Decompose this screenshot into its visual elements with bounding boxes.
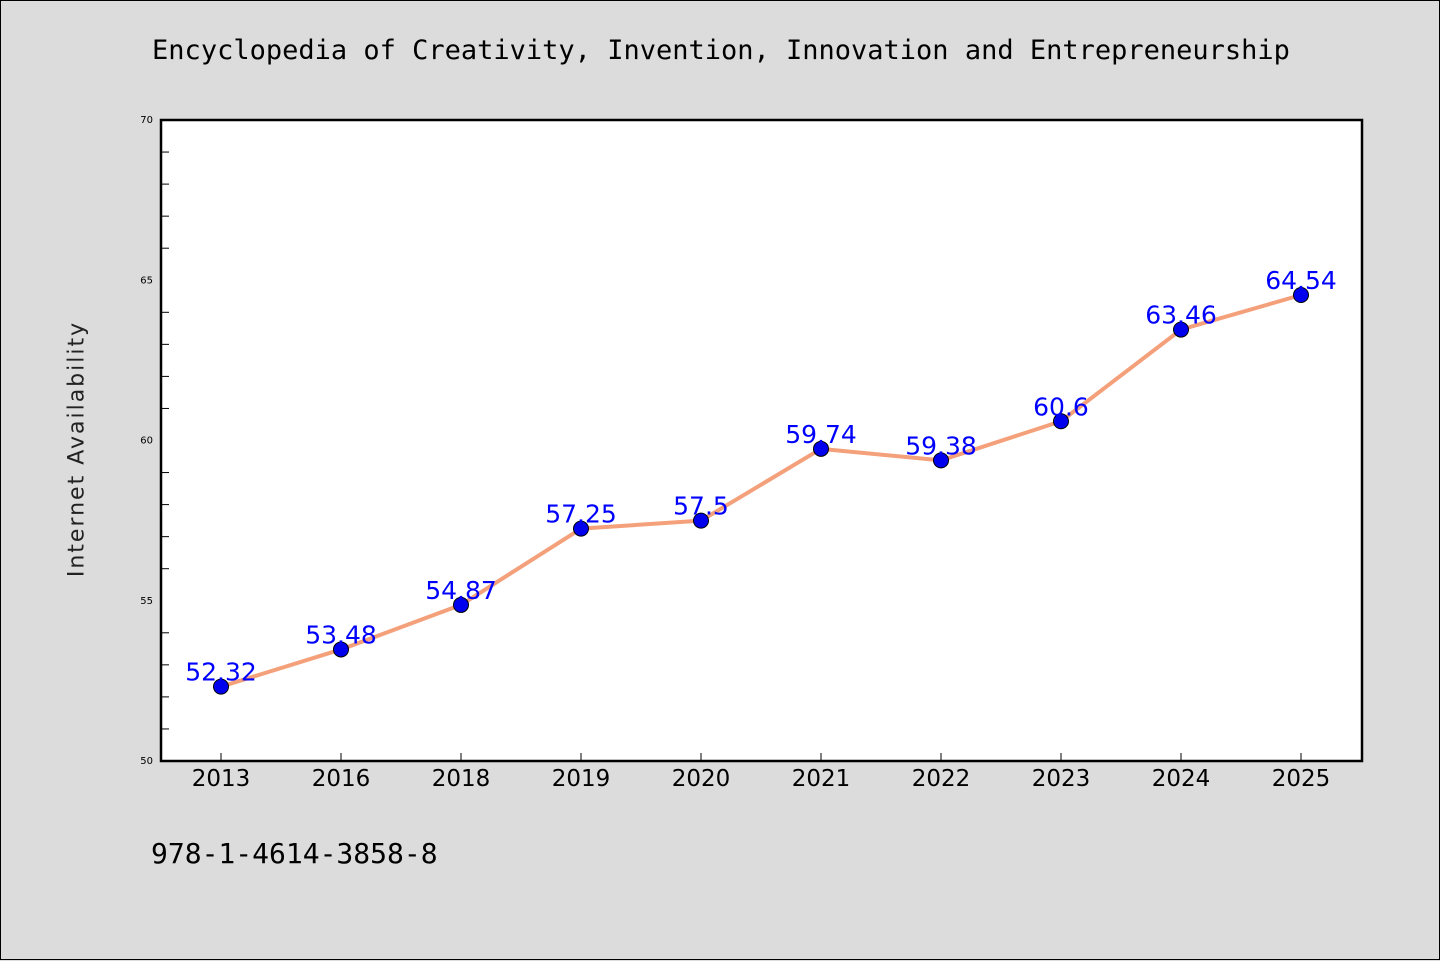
chart-title: Encyclopedia of Creativity, Invention, I… <box>152 35 1290 66</box>
data-label: 54.87 <box>425 576 497 605</box>
x-tick-label: 2013 <box>192 766 251 792</box>
data-label: 64.54 <box>1265 266 1337 295</box>
data-point <box>573 520 589 537</box>
data-point <box>333 641 349 658</box>
y-tick-label: 65 <box>140 275 153 286</box>
x-tick-label: 2020 <box>672 766 731 792</box>
data-point <box>813 440 829 457</box>
y-tick-label: 50 <box>140 756 153 767</box>
x-tick-label: 2019 <box>552 766 611 792</box>
data-label: 52.32 <box>185 658 257 687</box>
data-point <box>453 596 469 613</box>
y-tick-label: 60 <box>140 436 153 447</box>
x-tick-label: 2016 <box>312 766 371 792</box>
y-tick-label: 55 <box>140 596 153 607</box>
data-point <box>1293 286 1309 303</box>
data-point <box>693 512 709 529</box>
data-label: 60.6 <box>1033 392 1089 421</box>
x-tick-label: 2022 <box>912 766 971 792</box>
data-label: 63.46 <box>1145 301 1217 330</box>
data-label: 57.5 <box>673 492 729 521</box>
data-point <box>213 678 229 695</box>
y-tick-label: 70 <box>140 115 153 126</box>
data-point <box>933 452 949 469</box>
plot-frame <box>159 118 1364 763</box>
data-label: 59.38 <box>905 431 977 460</box>
x-tick-label: 2023 <box>1032 766 1091 792</box>
data-point <box>1053 413 1069 430</box>
data-point <box>1173 321 1189 338</box>
data-label: 57.25 <box>545 500 617 529</box>
data-label: 59.74 <box>785 420 857 449</box>
x-tick-label: 2025 <box>1272 766 1331 792</box>
x-tick-label: 2021 <box>792 766 851 792</box>
isbn-footnote: 978-1-4614-3858-8 <box>151 837 438 870</box>
data-label: 53.48 <box>305 620 377 649</box>
plot-background <box>161 120 1362 761</box>
series-line <box>220 293 1302 689</box>
x-tick-label: 2024 <box>1152 766 1211 792</box>
x-tick-label: 2018 <box>432 766 491 792</box>
